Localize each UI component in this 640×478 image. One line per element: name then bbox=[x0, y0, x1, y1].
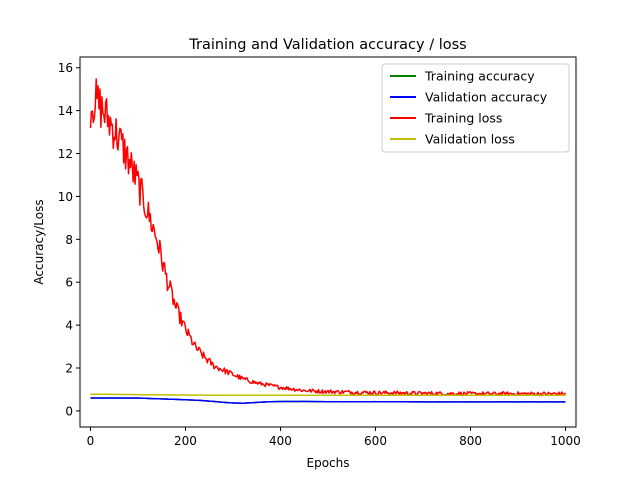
x-tick-label: 200 bbox=[174, 434, 197, 448]
x-tick-label: 400 bbox=[269, 434, 292, 448]
series-line-1 bbox=[90, 397, 566, 404]
legend: Training accuracy Validation accuracy Trai… bbox=[381, 63, 570, 153]
series-layer bbox=[89, 78, 567, 404]
legend-entry-label: Validation loss bbox=[425, 132, 515, 147]
y-tick-label: 2 bbox=[65, 362, 73, 376]
y-tick-label: 16 bbox=[58, 61, 73, 75]
legend-items: Training accuracy Validation accuracy Trai… bbox=[390, 69, 548, 147]
series-line-3 bbox=[90, 393, 566, 397]
y-tick-label: 12 bbox=[58, 147, 73, 161]
x-tick-label: 600 bbox=[364, 434, 387, 448]
plot-frame bbox=[79, 56, 577, 428]
y-axis-label: Accuracy/Loss bbox=[32, 199, 46, 284]
y-tick-label: 6 bbox=[65, 276, 73, 290]
y-tick-label: 0 bbox=[65, 404, 73, 418]
legend-entry-label: Validation accuracy bbox=[425, 90, 548, 105]
legend-box bbox=[381, 63, 570, 153]
legend-entry-label: Training loss bbox=[424, 111, 502, 126]
x-tick-label: 0 bbox=[87, 434, 95, 448]
y-axis: 0 2 4 6 8 10 12 14 16 bbox=[58, 61, 80, 418]
chart-title: Training and Validation accuracy / loss bbox=[188, 37, 466, 53]
x-axis: 0 200 400 600 800 1000 bbox=[87, 427, 581, 448]
legend-entry-label: Training accuracy bbox=[424, 69, 535, 84]
series-line-2 bbox=[89, 78, 567, 397]
x-axis-label: Epochs bbox=[307, 456, 350, 470]
x-tick-label: 1000 bbox=[550, 434, 581, 448]
y-tick-label: 8 bbox=[65, 233, 73, 247]
y-tick-label: 4 bbox=[65, 319, 73, 333]
y-tick-label: 10 bbox=[58, 190, 73, 204]
y-tick-label: 14 bbox=[58, 104, 73, 118]
x-tick-label: 800 bbox=[459, 434, 482, 448]
